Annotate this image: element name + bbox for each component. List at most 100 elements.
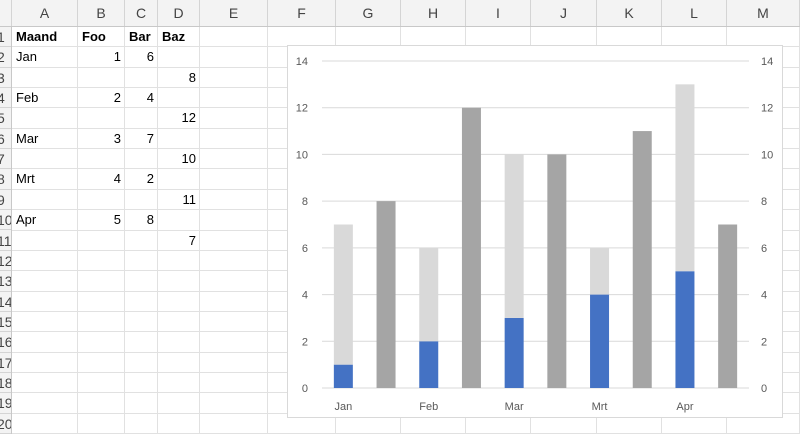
cell-c4[interactable]: 4: [146, 90, 154, 106]
cell-b2[interactable]: 1: [113, 49, 121, 65]
bar-foo: [675, 271, 695, 388]
row-number: 6: [0, 131, 5, 147]
cell-a2[interactable]: Jan: [16, 49, 37, 65]
cell-c2[interactable]: 6: [146, 49, 154, 65]
row-header-16[interactable]: 16: [0, 332, 11, 353]
y-tick-label: 10: [296, 149, 308, 161]
row-header-10[interactable]: 10: [0, 210, 11, 231]
bar-bar: [333, 224, 353, 365]
row-header-2[interactable]: 2: [0, 47, 11, 68]
column-header-f[interactable]: F: [268, 0, 336, 26]
column-header-e[interactable]: E: [200, 0, 268, 26]
bar-foo: [590, 294, 610, 388]
bar-baz: [376, 201, 396, 388]
row-header-bar: 1234567891011121314151617181920: [0, 27, 12, 434]
row-header-11[interactable]: 11: [0, 231, 11, 251]
cell-c6[interactable]: 7: [146, 130, 154, 146]
cell-d7[interactable]: 10: [181, 151, 196, 167]
cell-a8[interactable]: Mrt: [16, 171, 35, 187]
column-header-c[interactable]: C: [125, 0, 158, 26]
column-header-k[interactable]: K: [597, 0, 662, 26]
row-header-7[interactable]: 7: [0, 149, 11, 170]
cell-a1[interactable]: Maand: [16, 29, 58, 44]
bar-bar: [590, 247, 610, 295]
row-number: 7: [0, 151, 5, 167]
bar-foo: [419, 341, 439, 388]
row-number: 16: [0, 334, 11, 350]
cell-d9[interactable]: 11: [182, 191, 197, 207]
row-header-8[interactable]: 8: [0, 169, 11, 190]
x-tick-label: Apr: [676, 401, 693, 413]
row-number: 17: [0, 355, 11, 371]
row-header-13[interactable]: 13: [0, 271, 11, 292]
cell-a6[interactable]: Mar: [16, 130, 39, 146]
cell-b1[interactable]: Foo: [82, 29, 106, 44]
y-tick-label: 0: [302, 383, 308, 395]
column-gridline: [267, 27, 268, 434]
stacked-column-chart[interactable]: 0 2 4 6 8 10 12 14 0 2 4 6 8 10 12 14 Jan Feb Mar Mrt Apr: [287, 45, 783, 418]
column-header-m[interactable]: M: [727, 0, 800, 26]
cell-b4[interactable]: 2: [113, 90, 121, 106]
bar-foo: [504, 317, 524, 388]
cell-d11[interactable]: 7: [188, 232, 196, 248]
y-tick-label: 6: [302, 243, 308, 255]
column-header-l[interactable]: L: [662, 0, 727, 26]
row-number: 15: [0, 314, 11, 330]
cell-b8[interactable]: 4: [113, 171, 121, 187]
row-header-17[interactable]: 17: [0, 353, 11, 373]
cell-a4[interactable]: Feb: [16, 90, 39, 106]
select-all-corner[interactable]: [0, 0, 12, 26]
bar-bar: [504, 154, 524, 318]
row-number: 11: [0, 232, 11, 249]
row-header-19[interactable]: 19: [0, 393, 11, 414]
column-header-i[interactable]: I: [466, 0, 531, 26]
column-gridline: [199, 27, 200, 434]
row-number: 12: [0, 253, 11, 269]
row-header-4[interactable]: 4: [0, 88, 11, 109]
secondary-y-tick-label: 0: [761, 383, 767, 395]
column-header-b[interactable]: B: [78, 0, 125, 26]
column-header-g[interactable]: G: [336, 0, 401, 26]
row-number: 1: [0, 29, 5, 45]
row-header-1[interactable]: 1: [0, 27, 11, 48]
cell-c8[interactable]: 2: [146, 171, 154, 187]
cell-d1[interactable]: Baz: [162, 29, 186, 44]
bar-foo: [333, 364, 353, 388]
row-number: 2: [0, 49, 5, 65]
row-header-5[interactable]: 5: [0, 108, 11, 129]
y-tick-label: 4: [302, 290, 308, 302]
row-header-6[interactable]: 6: [0, 129, 11, 150]
row-number: 8: [0, 171, 5, 187]
cell-a10[interactable]: Apr: [16, 212, 37, 228]
x-tick-label: Feb: [419, 401, 438, 413]
row-header-3[interactable]: 3: [0, 68, 11, 89]
cell-b6[interactable]: 3: [113, 130, 121, 146]
secondary-y-tick-label: 12: [761, 103, 773, 115]
bar-baz: [461, 107, 481, 388]
row-header-15[interactable]: 15: [0, 312, 11, 333]
cell-d3[interactable]: 8: [188, 69, 196, 85]
y-tick-label: 12: [296, 103, 308, 115]
cell-c10[interactable]: 8: [146, 212, 154, 228]
secondary-y-tick-label: 10: [761, 149, 773, 161]
secondary-y-tick-label: 4: [761, 290, 767, 302]
row-header-9[interactable]: 9: [0, 190, 11, 211]
row-header-14[interactable]: 14: [0, 292, 11, 312]
cell-c1[interactable]: Bar: [129, 29, 151, 44]
row-number: 9: [0, 192, 5, 208]
y-tick-label: 2: [302, 336, 308, 348]
column-header-j[interactable]: J: [531, 0, 597, 26]
column-header-h[interactable]: H: [401, 0, 466, 26]
column-gridline: [124, 27, 125, 434]
row-header-20[interactable]: 20: [0, 414, 11, 434]
cell-b10[interactable]: 5: [113, 212, 121, 228]
cell-d5[interactable]: 12: [181, 110, 196, 126]
row-header-12[interactable]: 12: [0, 251, 11, 272]
column-header-a[interactable]: A: [12, 0, 78, 26]
column-header-d[interactable]: D: [158, 0, 200, 26]
row-number: 10: [0, 212, 11, 228]
bar-bar: [675, 84, 695, 272]
row-header-18[interactable]: 18: [0, 373, 11, 394]
